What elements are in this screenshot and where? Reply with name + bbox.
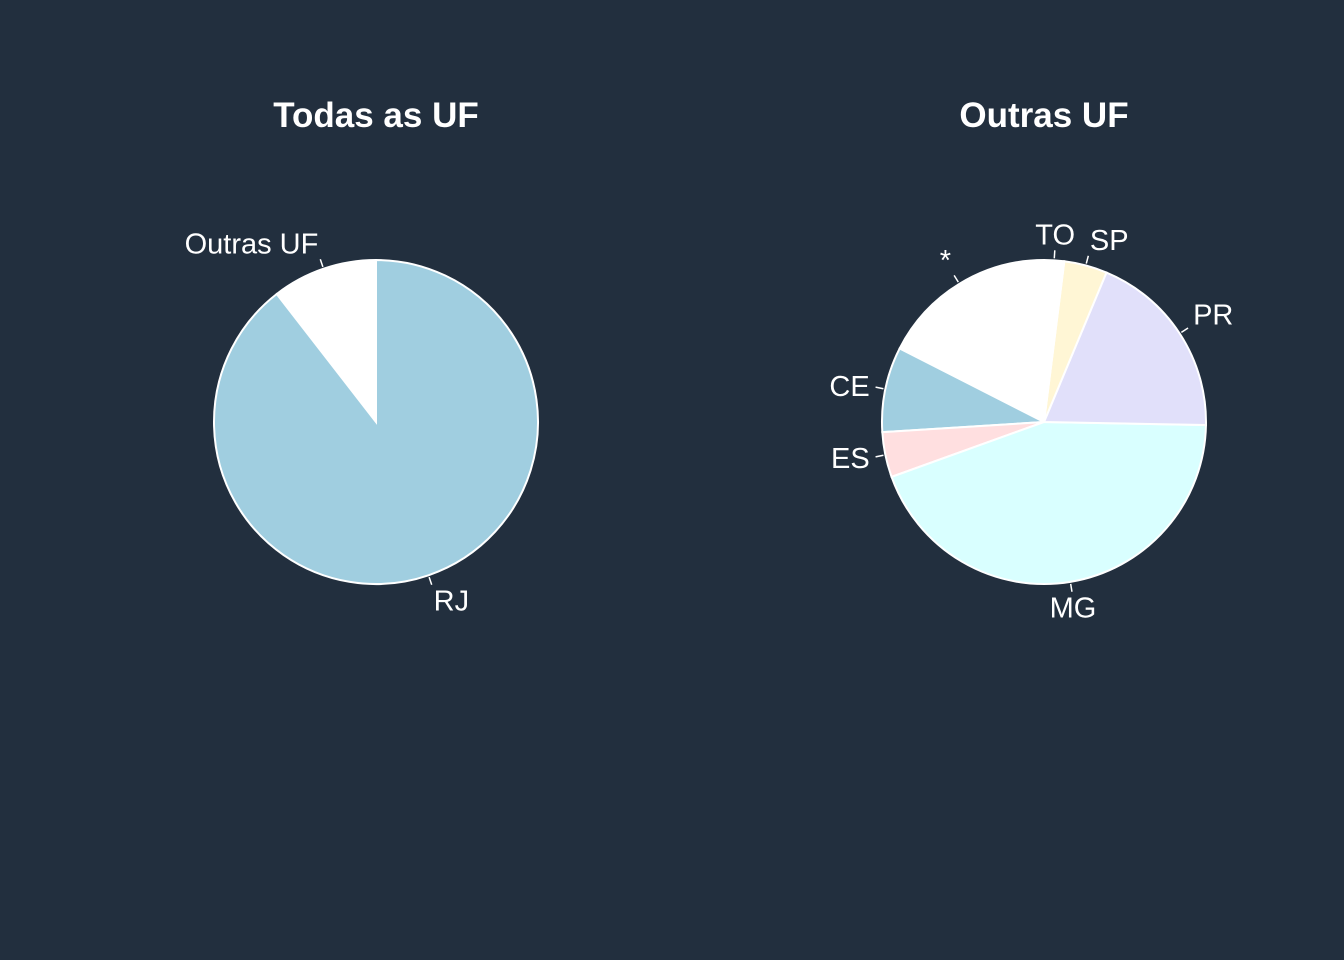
slice-label-todas-uf-rj: RJ (434, 585, 469, 617)
pie-outras-uf: * CE ES MG PR SP TO (829, 219, 1233, 624)
chart-title-outras-uf: Outras UF (959, 96, 1129, 135)
pie-slice-outras-uf-mg (890, 420, 1207, 585)
label-tick-outras-uf-pr (1180, 327, 1189, 334)
label-tick-todas-uf-outras-uf (319, 259, 324, 268)
label-tick-outras-uf-to (1053, 250, 1056, 259)
slice-label-outras-uf-es: ES (831, 443, 870, 475)
slice-label-outras-uf-ce: CE (829, 371, 869, 403)
label-tick-outras-uf-sp (1085, 255, 1090, 264)
slice-label-outras-uf-pr: PR (1193, 300, 1233, 332)
chart-title-todas-uf: Todas as UF (273, 96, 479, 135)
pie-slice-outras-uf-ce (881, 347, 1048, 434)
pie-todas-uf: Outras UF RJ (185, 229, 539, 617)
label-tick-outras-uf-asterisk (953, 274, 959, 283)
pie-slice-todas-uf-rj (213, 258, 539, 585)
slice-label-outras-uf-asterisk: * (940, 245, 951, 277)
slice-label-outras-uf-mg: MG (1050, 593, 1097, 625)
label-tick-todas-uf-rj (428, 576, 433, 585)
pie-slice-outras-uf-to (1043, 258, 1066, 423)
pie-slice-outras-uf-pr (1042, 271, 1207, 427)
pie-slice-todas-uf-outras-uf (275, 258, 377, 425)
slice-label-outras-uf-sp: SP (1090, 225, 1129, 257)
slice-label-todas-uf-outras-uf: Outras UF (185, 229, 319, 261)
label-tick-outras-uf-mg (1069, 583, 1073, 592)
label-tick-outras-uf-ce (875, 386, 884, 390)
label-tick-outras-uf-es (875, 454, 884, 458)
slice-label-outras-uf-to: TO (1035, 219, 1075, 251)
pie-slice-outras-uf-asterisk (898, 258, 1045, 424)
